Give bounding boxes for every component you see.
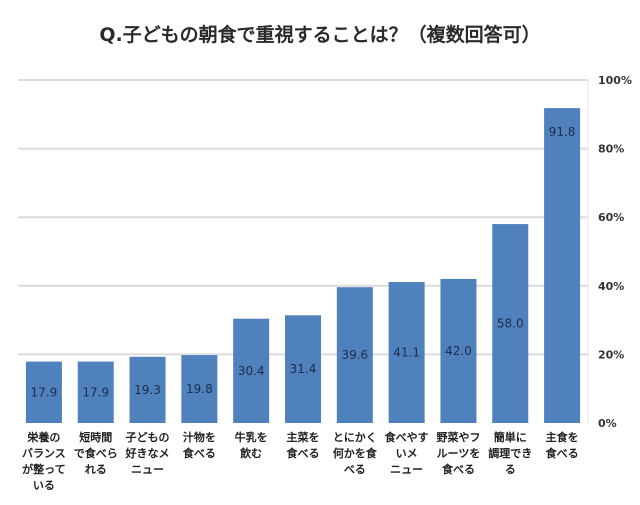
y-tick-label: 40% <box>598 280 624 293</box>
bar <box>336 287 373 423</box>
x-tick-label: 野菜やフ ルーツを 食べる <box>436 431 481 476</box>
bars <box>25 108 581 423</box>
y-axis-ticks: 0% 20% 40% 60% 80% 100% <box>598 74 632 430</box>
bar <box>285 315 321 423</box>
x-tick-label: 主食を 食べる <box>545 431 579 460</box>
data-label: 31.4 <box>290 362 317 376</box>
y-tick-label: 60% <box>598 211 624 224</box>
data-label: 17.9 <box>82 385 109 399</box>
data-label: 41.1 <box>393 346 420 360</box>
chart-title: Q.子どもの朝食で重視することは？（複数回答可） <box>99 24 541 46</box>
bar <box>181 355 218 423</box>
y-tick-label: 20% <box>598 348 624 361</box>
bar <box>25 361 62 423</box>
data-label: 39.6 <box>341 348 368 362</box>
data-label: 19.3 <box>134 383 161 397</box>
data-label: 91.8 <box>549 125 576 139</box>
bar <box>77 361 114 423</box>
y-tick-label: 80% <box>598 143 624 156</box>
x-tick-label: 栄養の バランス が整って いる <box>22 431 66 492</box>
bar <box>388 282 425 423</box>
data-label: 19.8 <box>186 382 213 396</box>
x-tick-label: とにかく 何かを食 べる <box>332 431 377 476</box>
data-label: 30.4 <box>238 364 265 378</box>
x-tick-label: 汁物を 食べる <box>182 431 216 460</box>
y-tick-label: 100% <box>598 74 632 87</box>
x-tick-label: 子どもの 好きなメ ニュー <box>125 431 170 476</box>
y-tick-label: 0% <box>598 417 617 430</box>
x-tick-label: 主菜を 食べる <box>286 431 320 460</box>
bar <box>129 356 166 423</box>
data-label: 42.0 <box>445 344 472 358</box>
bar <box>233 318 270 423</box>
x-tick-label: 牛乳を 飲む <box>234 431 268 460</box>
data-labels: 17.9 17.9 19.3 19.8 30.4 31.4 39.6 41.1 42.0 58.0… <box>31 125 576 399</box>
data-label: 17.9 <box>31 385 58 399</box>
x-tick-label: 食べやす いメ ニュー <box>384 431 429 476</box>
bar <box>544 108 581 423</box>
bar <box>492 224 529 423</box>
data-label: 58.0 <box>497 317 524 331</box>
x-tick-label: 簡単に 調理でき る <box>488 431 533 476</box>
x-tick-label: 短時間 で食べら れる <box>73 431 118 476</box>
bar <box>440 278 477 423</box>
